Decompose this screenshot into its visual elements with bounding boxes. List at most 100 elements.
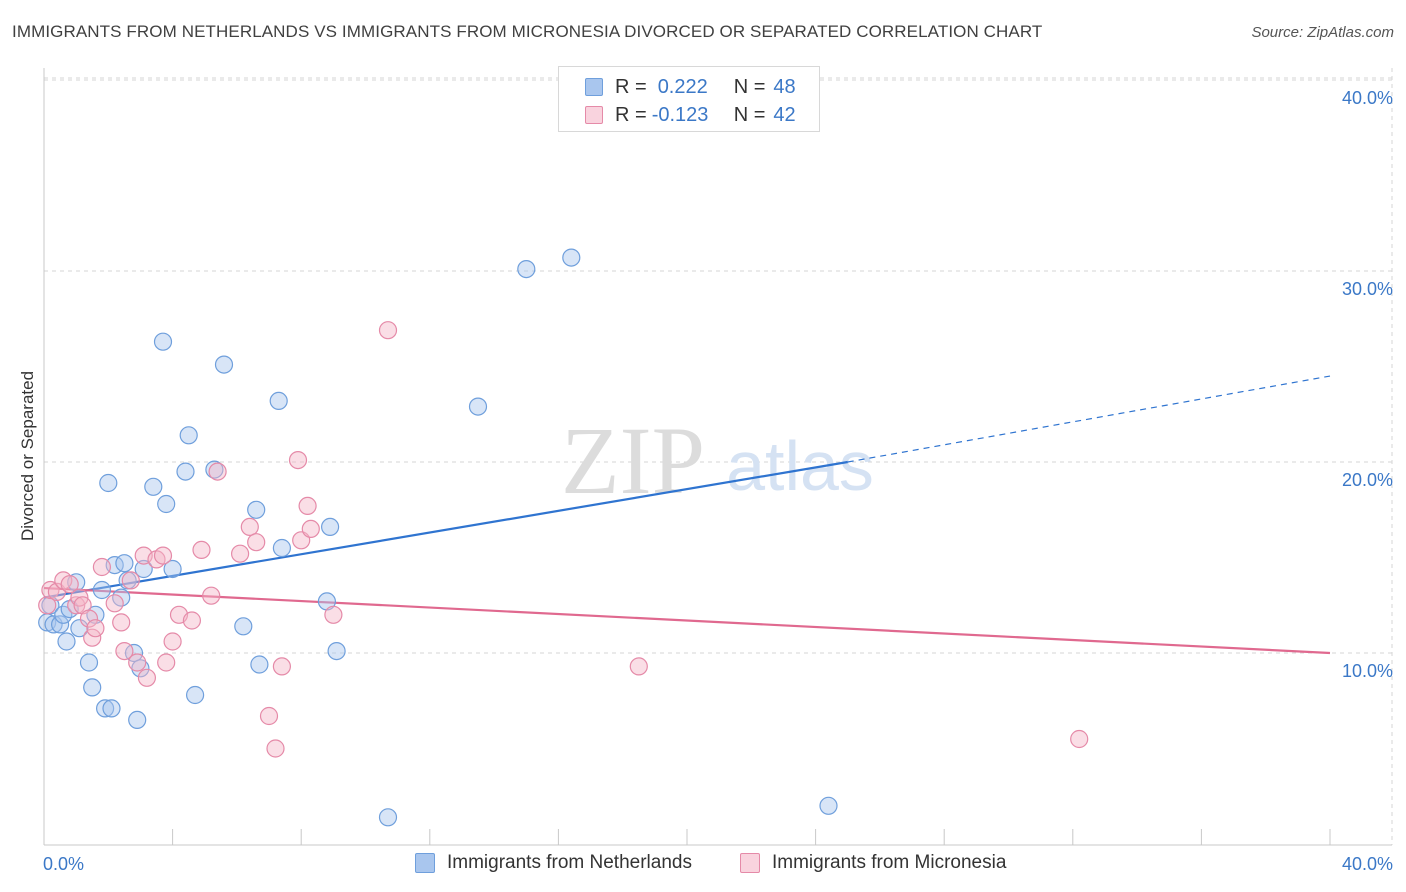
netherlands-point [321, 517, 340, 537]
micronesia-point [60, 575, 79, 594]
micronesia-point [298, 496, 317, 515]
netherlands-point [186, 685, 205, 705]
netherlands-point [95, 699, 115, 718]
micronesia-point [272, 657, 291, 676]
micronesia-point [240, 517, 259, 537]
netherlands-point [128, 710, 147, 730]
netherlands-point [50, 615, 70, 634]
x-tick-label: 0.0% [43, 854, 84, 874]
micronesia-point [137, 668, 156, 687]
netherlands-point [176, 462, 195, 481]
y-tick-label: 20.0% [1342, 470, 1393, 490]
micronesia-point [128, 653, 147, 672]
netherlands-point [562, 248, 581, 267]
watermark: ZIP atlas [561, 407, 874, 514]
netherlands-swatch [415, 853, 435, 873]
netherlands-point [134, 559, 153, 579]
netherlands-point [131, 659, 150, 678]
legend-r-value: -0.123 [651, 103, 709, 126]
netherlands-point [517, 260, 536, 279]
bottom-legend-netherlands-label: Immigrants from Netherlands [447, 852, 692, 873]
micronesia-point [41, 580, 60, 600]
netherlands-point [92, 580, 112, 600]
source-credit: Source: ZipAtlas.com [1251, 24, 1394, 41]
netherlands-point [214, 355, 234, 374]
micronesia-point [86, 619, 105, 638]
legend-r-value: 0.222 [657, 75, 708, 98]
bottom-legend-micronesia: Immigrants from Micronesia [740, 852, 1006, 874]
micronesia-point [1070, 729, 1089, 749]
micronesia-point [301, 519, 320, 539]
legend-r-label: R = [615, 75, 647, 98]
netherlands-point [79, 653, 99, 672]
netherlands-point [327, 641, 346, 661]
micronesia-point [182, 611, 201, 630]
y-axis-label: Divorced or Separated [18, 370, 37, 542]
axes [43, 68, 1392, 846]
netherlands-point [819, 796, 838, 815]
netherlands-point [179, 426, 198, 445]
netherlands-point [234, 617, 253, 636]
legend-n-label: N = [733, 103, 766, 126]
netherlands-point [70, 619, 89, 638]
micronesia-point [259, 706, 279, 726]
gridlines [44, 68, 1395, 845]
micronesia-point [266, 739, 285, 758]
legend-n-value: 42 [773, 103, 796, 126]
legend-row-netherlands: R = 0.222 N = 48 [559, 72, 796, 102]
watermark-atlas: atlas [726, 427, 874, 505]
micronesia-trend-line [43, 586, 1331, 655]
netherlands-point [272, 538, 291, 558]
data-points [38, 248, 1089, 827]
y-tick-label: 40.0% [1342, 88, 1393, 108]
micronesia-swatch [740, 853, 760, 873]
netherlands-point [57, 632, 76, 651]
netherlands-point [44, 615, 63, 634]
netherlands-trend-extension [847, 375, 1331, 463]
netherlands-point [205, 460, 224, 479]
micronesia-point [231, 544, 250, 563]
micronesia-point [629, 657, 648, 676]
micronesia-point [288, 451, 308, 470]
netherlands-point [468, 397, 488, 416]
micronesia-point [83, 628, 102, 647]
x-tick-label: 40.0% [1342, 854, 1393, 874]
netherlands-swatch [585, 78, 603, 96]
micronesia-point [192, 540, 211, 560]
micronesia-point [247, 533, 266, 552]
netherlands-point [163, 559, 182, 579]
micronesia-point [105, 594, 124, 613]
netherlands-point [83, 678, 102, 697]
netherlands-point [378, 808, 398, 827]
legend-n-label: N = [733, 75, 766, 98]
micronesia-point [378, 321, 398, 340]
micronesia-point [121, 571, 140, 590]
micronesia-swatch [585, 106, 603, 124]
netherlands-trend-line [43, 460, 848, 599]
netherlands-point [144, 477, 163, 496]
y-tick-label: 30.0% [1342, 279, 1393, 299]
netherlands-point [250, 655, 269, 674]
y-tick-label: 10.0% [1342, 661, 1393, 681]
micronesia-point [208, 462, 227, 481]
netherlands-point [153, 332, 173, 351]
legend-r-label: R = [615, 103, 647, 126]
netherlands-point [157, 494, 176, 514]
watermark-zip: ZIP [561, 407, 705, 514]
legend-n-value: 48 [773, 75, 796, 98]
micronesia-point [38, 596, 57, 615]
netherlands-point [115, 554, 134, 573]
micronesia-point [79, 609, 99, 628]
micronesia-point [202, 586, 221, 605]
micronesia-point [92, 557, 112, 577]
chart-title: IMMIGRANTS FROM NETHERLANDS VS IMMIGRANT… [12, 22, 1043, 41]
bottom-legend-netherlands: Immigrants from Netherlands [415, 852, 692, 874]
micronesia-point [163, 632, 182, 651]
tick-labels: 10.0% 20.0% 30.0% 40.0% 0.0% 40.0% [43, 88, 1393, 874]
netherlands-point [269, 391, 288, 410]
netherlands-point [102, 699, 121, 718]
micronesia-point [324, 605, 343, 624]
micronesia-point [157, 653, 176, 672]
netherlands-point [99, 473, 118, 493]
